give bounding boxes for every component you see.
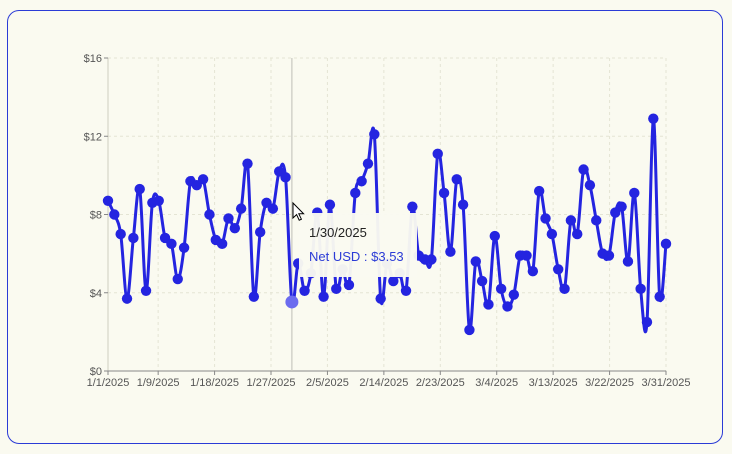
data-point[interactable] xyxy=(178,242,190,253)
data-point[interactable] xyxy=(572,228,583,240)
data-point[interactable] xyxy=(115,228,126,240)
data-point[interactable] xyxy=(603,250,615,261)
data-point[interactable] xyxy=(464,324,475,336)
data-point[interactable] xyxy=(407,201,418,212)
data-point[interactable] xyxy=(109,209,120,220)
data-point[interactable] xyxy=(197,174,209,185)
y-tick-label: $12 xyxy=(84,131,102,143)
data-point[interactable] xyxy=(128,232,139,244)
x-tick-label: 1/27/2025 xyxy=(247,377,296,389)
data-point[interactable] xyxy=(318,291,329,302)
data-point[interactable] xyxy=(172,273,183,285)
data-point[interactable] xyxy=(400,285,412,296)
data-point[interactable] xyxy=(591,215,602,226)
data-point[interactable] xyxy=(216,238,228,250)
data-point[interactable] xyxy=(629,187,640,199)
data-point[interactable] xyxy=(350,187,361,199)
x-tick-label: 1/18/2025 xyxy=(190,377,239,389)
data-point[interactable] xyxy=(648,113,659,124)
data-point[interactable] xyxy=(476,275,488,287)
data-point-active[interactable] xyxy=(285,295,299,309)
data-point[interactable] xyxy=(267,203,279,214)
data-point[interactable] xyxy=(622,256,634,267)
data-point[interactable] xyxy=(356,176,367,187)
data-point[interactable] xyxy=(242,158,253,169)
y-tick-label: $4 xyxy=(90,288,102,300)
data-point[interactable] xyxy=(229,222,241,234)
data-point[interactable] xyxy=(495,283,507,295)
data-point[interactable] xyxy=(140,285,152,296)
data-point[interactable] xyxy=(641,316,653,328)
data-point[interactable] xyxy=(153,195,164,207)
data-point[interactable] xyxy=(438,187,450,199)
y-tick-label: $8 xyxy=(90,210,102,222)
tooltip-background xyxy=(299,213,417,277)
data-point[interactable] xyxy=(660,238,672,250)
data-point[interactable] xyxy=(102,195,114,207)
data-point[interactable] xyxy=(248,291,260,302)
data-point[interactable] xyxy=(521,250,532,261)
data-point[interactable] xyxy=(559,283,570,295)
data-point[interactable] xyxy=(457,199,469,210)
tooltip: 1/30/2025 Net USD : $3.53 xyxy=(299,213,417,277)
data-point[interactable] xyxy=(375,293,386,304)
data-point[interactable] xyxy=(235,203,247,214)
x-tick-label: 3/22/2025 xyxy=(585,377,634,389)
data-point[interactable] xyxy=(331,283,342,295)
data-point[interactable] xyxy=(546,228,558,240)
x-tick-label: 1/1/2025 xyxy=(87,377,130,389)
data-point[interactable] xyxy=(324,199,336,210)
y-tick-label: $0 xyxy=(90,366,102,378)
data-points[interactable] xyxy=(102,113,672,336)
data-point[interactable] xyxy=(223,213,234,224)
data-point[interactable] xyxy=(204,209,215,220)
data-point[interactable] xyxy=(489,230,500,242)
x-tick-label: 2/23/2025 xyxy=(416,377,465,389)
x-tick-label: 3/31/2025 xyxy=(642,377,691,389)
x-tick-label: 1/9/2025 xyxy=(137,377,180,389)
tooltip-date: 1/30/2025 xyxy=(309,225,367,240)
data-point[interactable] xyxy=(502,301,513,312)
data-point[interactable] xyxy=(134,183,145,195)
tooltip-value: Net USD : $3.53 xyxy=(309,249,404,264)
data-point[interactable] xyxy=(432,148,443,160)
x-tick-label: 2/14/2025 xyxy=(359,377,408,389)
data-point[interactable] xyxy=(445,246,456,257)
data-point[interactable] xyxy=(121,293,133,304)
data-point[interactable] xyxy=(508,289,520,300)
data-point[interactable] xyxy=(553,264,564,275)
data-point[interactable] xyxy=(654,291,665,302)
data-point[interactable] xyxy=(578,164,589,175)
data-point[interactable] xyxy=(533,185,545,197)
data-point[interactable] xyxy=(616,201,627,212)
mouse-cursor-icon xyxy=(292,201,305,221)
data-point[interactable] xyxy=(451,174,462,185)
y-tick-label: $16 xyxy=(84,53,102,65)
x-axis-ticks: 1/1/2025 1/9/2025 1/18/2025 1/27/2025 2/5/20… xyxy=(87,371,691,389)
axes xyxy=(104,57,666,372)
x-tick-label: 3/4/2025 xyxy=(475,377,518,389)
data-point[interactable] xyxy=(483,299,494,310)
data-point[interactable] xyxy=(527,266,539,277)
data-point[interactable] xyxy=(369,129,380,140)
data-point[interactable] xyxy=(388,275,399,287)
data-point[interactable] xyxy=(254,226,266,238)
data-point[interactable] xyxy=(635,283,646,295)
data-point[interactable] xyxy=(470,256,481,267)
data-point[interactable] xyxy=(299,285,310,296)
y-axis-ticks: $0 $4 $8 $12 $16 xyxy=(84,53,102,378)
data-point[interactable] xyxy=(540,213,551,224)
data-point[interactable] xyxy=(280,172,291,183)
x-tick-label: 3/13/2025 xyxy=(529,377,578,389)
data-point[interactable] xyxy=(426,254,437,265)
x-tick-label: 2/5/2025 xyxy=(306,377,349,389)
data-point[interactable] xyxy=(166,238,177,250)
data-point[interactable] xyxy=(584,179,596,191)
data-point[interactable] xyxy=(565,215,577,226)
data-point[interactable] xyxy=(343,279,355,291)
data-point[interactable] xyxy=(362,158,374,169)
